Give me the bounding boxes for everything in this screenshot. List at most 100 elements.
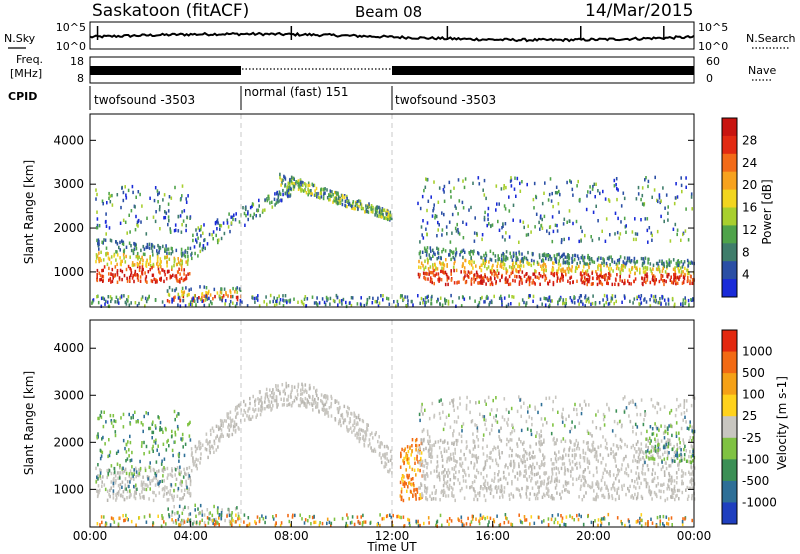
range-gate-cell [173, 260, 176, 264]
range-gate-cell [491, 478, 493, 482]
range-gate-cell [195, 463, 198, 467]
range-gate-cell [346, 194, 348, 199]
range-gate-cell [633, 279, 635, 284]
range-gate-cell [182, 278, 185, 283]
range-gate-cell [419, 240, 421, 244]
nave-tick-top: 60 [706, 55, 720, 68]
range-gate-cell [562, 437, 565, 441]
range-gate-cell [455, 438, 458, 443]
range-gate-cell [187, 423, 189, 427]
range-gate-cell [641, 193, 644, 198]
range-gate-cell [476, 468, 478, 472]
range-gate-cell [547, 481, 550, 485]
range-gate-cell [556, 491, 558, 495]
range-gate-cell [530, 258, 533, 263]
range-gate-cell [692, 395, 694, 399]
range-gate-cell [371, 448, 373, 453]
range-gate-cell [179, 214, 182, 218]
range-gate-cell [599, 453, 602, 457]
range-gate-cell [137, 224, 139, 228]
range-gate-cell [493, 415, 495, 420]
range-gate-cell [588, 448, 591, 452]
range-gate-cell [113, 466, 116, 471]
range-gate-cell [660, 439, 663, 443]
range-gate-cell [162, 198, 164, 202]
range-gate-cell [146, 475, 149, 479]
range-gate-cell [482, 438, 484, 442]
range-gate-cell [429, 279, 432, 284]
range-gate-cell [544, 181, 546, 185]
range-gate-cell [582, 476, 585, 480]
range-gate-cell [299, 180, 302, 184]
range-gate-cell [339, 201, 342, 205]
range-gate-cell [508, 294, 510, 298]
range-gate-cell [351, 296, 354, 300]
range-gate-cell [329, 302, 331, 306]
range-gate-cell [379, 207, 381, 211]
range-gate-cell [154, 280, 157, 284]
range-gate-cell [561, 490, 564, 494]
range-gate-cell [608, 472, 610, 476]
range-gate-cell [299, 404, 301, 408]
range-gate-cell [167, 269, 169, 274]
range-gate-cell [481, 233, 484, 237]
range-gate-cell [646, 437, 648, 441]
range-gate-cell [335, 196, 338, 200]
range-gate-cell [302, 302, 305, 307]
range-gate-cell [424, 185, 427, 189]
range-gate-cell [116, 300, 119, 304]
range-gate-cell [676, 228, 679, 232]
range-gate-cell [165, 428, 167, 432]
range-gate-cell [455, 247, 457, 251]
range-gate-cell [427, 299, 430, 303]
range-gate-cell [103, 483, 106, 487]
range-gate-cell [401, 477, 403, 481]
power-cbar-tick-label: 4 [742, 268, 750, 282]
range-gate-cell [346, 405, 349, 410]
range-gate-cell [501, 493, 504, 497]
range-gate-cell [656, 476, 659, 480]
range-gate-cell [424, 477, 427, 481]
range-gate-cell [141, 441, 143, 445]
range-gate-cell [98, 259, 100, 264]
range-gate-cell [148, 497, 150, 501]
range-gate-cell [666, 274, 668, 278]
range-gate-cell [462, 479, 465, 483]
range-gate-cell [363, 442, 365, 447]
range-gate-cell [337, 196, 340, 201]
range-gate-cell [588, 470, 591, 474]
range-gate-cell [644, 269, 647, 273]
range-gate-cell [459, 463, 462, 467]
range-gate-cell [583, 261, 586, 265]
range-gate-cell [157, 479, 159, 484]
range-gate-cell [263, 300, 265, 304]
range-gate-cell [511, 482, 513, 486]
range-gate-cell [205, 294, 207, 298]
range-gate-cell [119, 476, 121, 480]
range-gate-cell [202, 244, 205, 248]
range-gate-cell [682, 481, 684, 486]
range-gate-cell [95, 259, 97, 264]
range-gate-cell [547, 490, 549, 494]
range-gate-cell [368, 202, 370, 206]
range-gate-cell [419, 496, 422, 500]
range-gate-cell [403, 481, 406, 485]
range-gate-cell [124, 477, 127, 481]
range-gate-cell [640, 398, 643, 402]
range-gate-cell [606, 470, 608, 474]
range-gate-cell [108, 453, 111, 458]
range-gate-cell [491, 300, 493, 305]
range-gate-cell [380, 456, 382, 460]
range-gate-cell [138, 468, 140, 472]
range-gate-cell [132, 413, 134, 418]
range-gate-cell [485, 282, 487, 286]
range-gate-cell [652, 267, 654, 271]
range-gate-cell [462, 220, 464, 224]
range-gate-cell [422, 236, 425, 240]
range-gate-cell [484, 483, 486, 488]
range-gate-cell [278, 301, 281, 305]
range-gate-cell [444, 282, 447, 287]
range-gate-cell [666, 262, 669, 266]
range-gate-cell [471, 454, 473, 458]
range-gate-cell [236, 298, 239, 302]
